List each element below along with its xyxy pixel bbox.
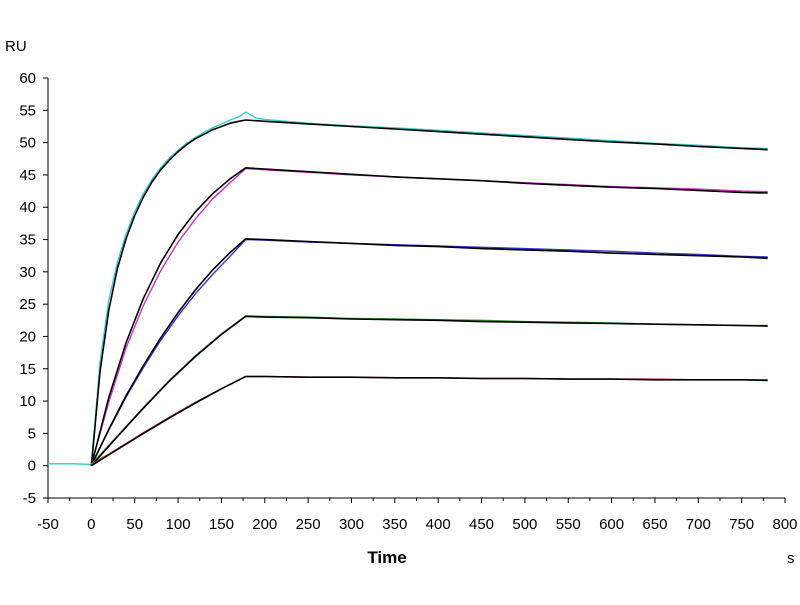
x-tick-label: 250: [296, 516, 321, 533]
y-tick-label: 10: [19, 393, 36, 410]
x-axis-label: Time: [367, 548, 406, 567]
y-tick-label: 0: [28, 458, 36, 475]
y-tick-label: 40: [19, 199, 36, 216]
y-tick-label: 30: [19, 264, 36, 281]
y-tick-label: -5: [23, 490, 36, 507]
x-tick-label: 450: [469, 516, 494, 533]
y-tick-label: 50: [19, 135, 36, 152]
measured-curve-6: [90, 315, 768, 465]
x-tick-label: 400: [426, 516, 451, 533]
measured-curve-8: [91, 375, 768, 466]
x-tick-label: 700: [686, 516, 711, 533]
y-tick-label: 45: [19, 167, 36, 184]
fit-curve-7: [90, 315, 768, 467]
y-tick-label: 20: [19, 328, 36, 345]
x-tick-label: 600: [599, 516, 624, 533]
y-tick-label: 35: [19, 232, 36, 249]
measured-curve-2: [90, 167, 768, 465]
y-tick-label: 55: [19, 102, 36, 119]
x-tick-label: 350: [382, 516, 407, 533]
x-axis-unit: s: [787, 550, 795, 567]
x-tick-label: 200: [252, 516, 277, 533]
x-tick-label: 100: [166, 516, 191, 533]
fit-curve-5: [90, 238, 768, 467]
x-tick-label: 800: [772, 516, 797, 533]
measured-curve-0: [48, 111, 768, 466]
x-tick-label: -50: [37, 516, 59, 533]
y-tick-label: 60: [19, 70, 36, 87]
x-tick-label: 750: [729, 516, 754, 533]
x-tick-label: 0: [87, 516, 95, 533]
x-tick-label: 500: [512, 516, 537, 533]
x-tick-label: 650: [642, 516, 667, 533]
fit-curve-1: [90, 119, 768, 466]
series-lines: [48, 111, 768, 467]
x-tick-label: 150: [209, 516, 234, 533]
fit-curve-9: [90, 375, 768, 467]
measured-curve-4: [90, 238, 768, 465]
y-tick-label: 25: [19, 296, 36, 313]
y-tick-label: 5: [28, 425, 36, 442]
x-tick-label: 50: [126, 516, 143, 533]
y-axis-label: RU: [5, 38, 27, 55]
x-tick-label: 300: [339, 516, 364, 533]
fit-curve-3: [90, 167, 768, 466]
x-tick-label: 550: [556, 516, 581, 533]
y-tick-label: 15: [19, 361, 36, 378]
